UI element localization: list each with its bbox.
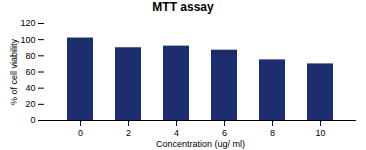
html-text:MTT assay: MTT assay	[152, 0, 214, 14]
svg-text:0: 0	[30, 115, 35, 125]
svg-text:120: 120	[20, 18, 35, 28]
svg-text:100: 100	[20, 35, 35, 45]
svg-text:Concentration (ug/ ml): Concentration (ug/ ml)	[156, 139, 245, 149]
svg-text:80: 80	[25, 51, 35, 61]
svg-text:% of cell viability: % of cell viability	[9, 38, 19, 105]
svg-text:6: 6	[222, 128, 227, 138]
svg-text:60: 60	[25, 67, 35, 77]
svg-text:8: 8	[270, 128, 275, 138]
svg-text:20: 20	[25, 99, 35, 109]
svg-text:4: 4	[174, 128, 179, 138]
svg-text:10: 10	[315, 128, 325, 138]
svg-text:2: 2	[126, 128, 131, 138]
svg-text:40: 40	[25, 83, 35, 93]
svg-text:0: 0	[78, 128, 83, 138]
